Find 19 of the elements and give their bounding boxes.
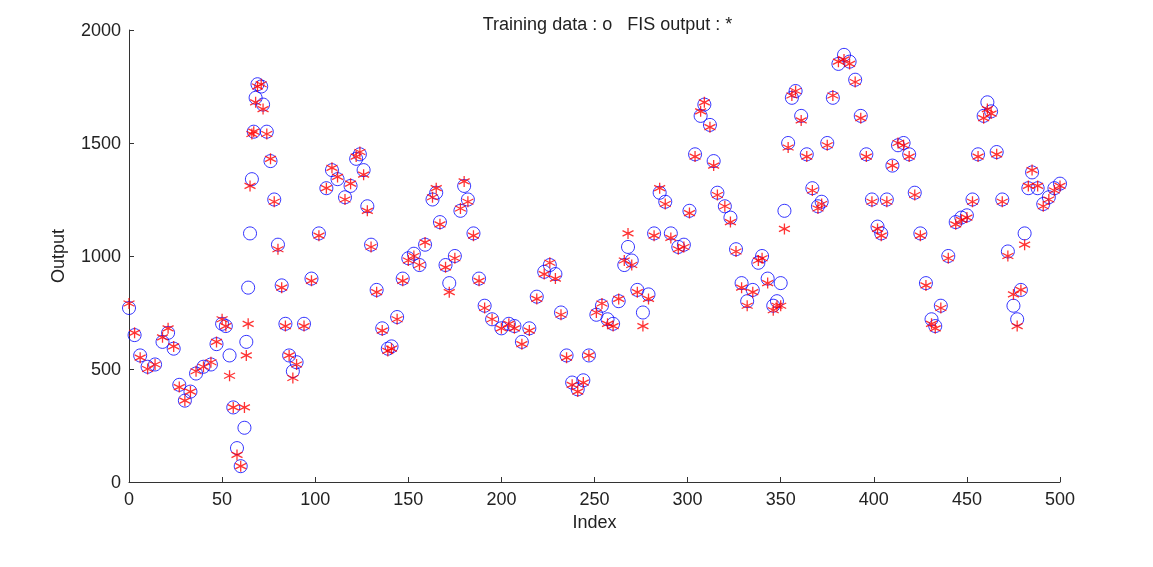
x-tick-label: 450 — [951, 489, 982, 509]
x-tick-label: 250 — [579, 489, 610, 509]
x-tick-label: 300 — [672, 489, 703, 509]
x-tick-label: 50 — [212, 489, 233, 509]
x-tick-label: 200 — [486, 489, 517, 509]
y-tick-label: 1500 — [80, 133, 121, 153]
y-axis-title: Output — [48, 228, 68, 284]
x-tick-label: 150 — [393, 489, 424, 509]
x-tick-label: 500 — [1044, 489, 1076, 509]
chart-title: Training data : o FIS output : * — [482, 14, 733, 34]
x-tick-label: 100 — [300, 489, 331, 509]
y-tick-label: 2000 — [80, 20, 121, 40]
x-tick-label: 350 — [765, 489, 796, 509]
x-tick-label: 400 — [858, 489, 889, 509]
y-tick-label: 500 — [90, 359, 121, 379]
x-tick-label: 0 — [123, 489, 135, 509]
y-tick-label: 0 — [110, 472, 121, 492]
x-axis-title: Index — [572, 511, 617, 532]
y-tick-label: 1000 — [80, 246, 121, 266]
